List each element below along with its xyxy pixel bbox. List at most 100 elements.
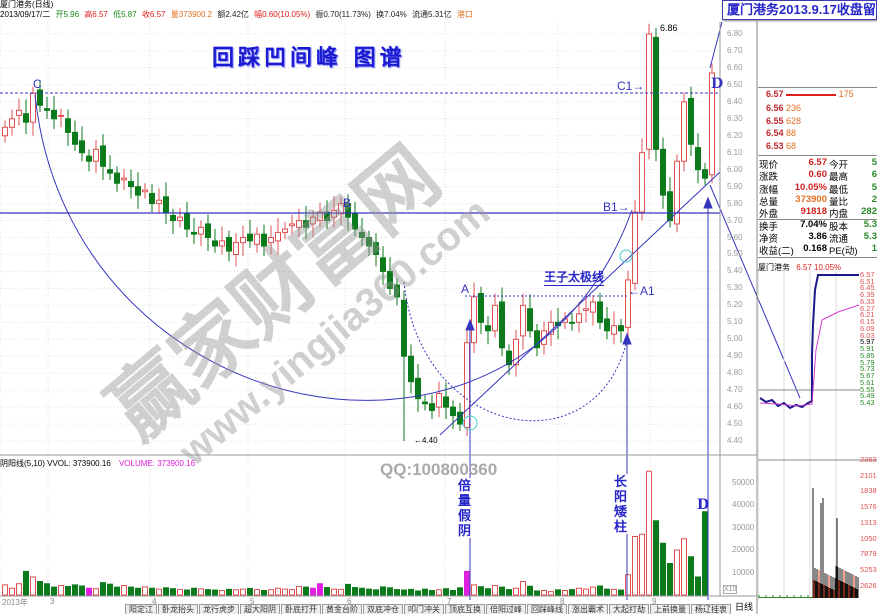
candle-body [324, 211, 330, 222]
volume-bar [142, 586, 148, 596]
candle-body [191, 231, 197, 235]
indicator-tab[interactable]: 卧底打开 [281, 604, 321, 614]
stat-value: 5 [871, 181, 877, 193]
price-axis-tick: 6.00 [727, 164, 743, 174]
volume-bar [233, 589, 239, 596]
high-mark: 6.86 [660, 23, 678, 33]
indicator-tab[interactable]: 阳定江 [125, 604, 157, 614]
intraday-axis-tick: 6.21 [860, 310, 875, 320]
candle-body [170, 214, 176, 222]
volume-bar [177, 588, 183, 596]
volume-bar [576, 587, 582, 596]
candle-body [506, 350, 512, 366]
candle-body [72, 131, 78, 145]
cross-circle [462, 415, 478, 431]
candle-body [576, 313, 582, 323]
stat-row: 净资 3.86 流通 5.3 [759, 231, 877, 245]
candle-body [632, 211, 638, 284]
indicator-tab[interactable]: 回踩峰线 [527, 604, 567, 614]
candle-body [128, 181, 134, 188]
price-axis-tick: 6.60 [727, 62, 743, 72]
intraday-axis-tick: 5.91 [860, 344, 875, 354]
volume-bar [499, 586, 505, 596]
price-axis-tick: 5.10 [727, 317, 743, 327]
indicator-tab[interactable]: 龙行虎步 [199, 604, 239, 614]
stat-value: 91818 [800, 206, 827, 218]
label-a: A [461, 282, 470, 296]
indicator-tab[interactable]: 黄金台阶 [322, 604, 362, 614]
intraday-axis-tick: 5.73 [860, 364, 875, 374]
indicator-tab[interactable]: 叩门冲关 [404, 604, 444, 614]
indicator-tab[interactable]: 大起打劫 [609, 604, 649, 614]
intraday-chart[interactable] [758, 270, 877, 600]
x-axis-label: 7 [447, 597, 452, 606]
volume-bar [240, 588, 246, 596]
indicator-tab[interactable]: 卧龙抬头 [158, 604, 198, 614]
volume-bar [471, 584, 477, 596]
candle-body [695, 147, 701, 171]
volume-bar [205, 589, 211, 596]
indicator-tab[interactable]: 涨出霸术 [568, 604, 608, 614]
candle-body [408, 355, 414, 383]
candle-body [51, 109, 57, 120]
volume-bar [478, 586, 484, 596]
intraday-vol-tick: 2363 [860, 455, 877, 464]
indicator-tab[interactable]: 双底冲仓 [363, 604, 403, 614]
volume-bar [219, 590, 225, 596]
candle-body [65, 118, 71, 133]
candle-body [100, 145, 106, 167]
volume-bar [16, 583, 22, 596]
candle-body [639, 152, 645, 213]
volume-bar [107, 583, 113, 596]
candle-body [303, 220, 309, 228]
candle-body [660, 148, 666, 196]
intraday-axis-tick: 6.03 [860, 330, 875, 340]
volume-bar [44, 583, 50, 596]
volume-bar [268, 589, 274, 596]
price-axis-tick: 6.40 [727, 96, 743, 106]
intraday-axis-tick: 5.43 [860, 398, 875, 408]
volume-bar [9, 587, 15, 596]
volume-bar [688, 556, 694, 596]
indicator-tab-bar: 阳定江 卧龙抬头 龙行虎步 超大阳阴 卧底打开 黄金台阶 双底冲仓 叩门冲关 顶底互换 倍阳过峰回… [125, 604, 732, 614]
stat-label: 今开 [829, 160, 849, 171]
volume-bar [170, 588, 176, 596]
volume-bar [135, 587, 141, 596]
candle-body [436, 393, 442, 408]
candle-body [275, 231, 281, 242]
volume-bar [156, 588, 162, 596]
intraday-axis-tick: 6.45 [860, 283, 875, 293]
volume-bar [121, 585, 127, 596]
volume-bar [667, 563, 673, 596]
intraday-vol-tick: 1838 [860, 486, 877, 496]
indicator-tab[interactable]: 倍阳过峰 [486, 604, 526, 614]
candle-body [583, 308, 589, 311]
candle-body [597, 301, 603, 323]
stat-label: 流通 [829, 233, 849, 245]
candle-body [121, 177, 127, 181]
price-axis-tick: 6.10 [727, 147, 743, 157]
x-axis-label: 6 [347, 597, 352, 606]
price-axis-tick: 6.30 [727, 113, 743, 123]
volume-bar [681, 538, 687, 596]
indicator-tab[interactable]: 上前换量 [650, 604, 690, 614]
indicator-tab[interactable]: 超大阳阴 [240, 604, 280, 614]
candle-body [513, 338, 519, 366]
period-label[interactable]: 日线 [735, 602, 754, 612]
indicator-tab[interactable]: 顶底互换 [445, 604, 485, 614]
stat-value: 1 [871, 243, 877, 255]
candle-body [163, 196, 169, 213]
indicator-tab[interactable]: 杨辽挂衷 [691, 604, 731, 614]
volume-bar [618, 589, 624, 596]
price-axis-tick: 5.80 [727, 198, 743, 208]
bid-price: 6.54 [766, 128, 784, 138]
candle-body [681, 101, 687, 162]
volume-bar [359, 587, 365, 596]
volume-bar [464, 570, 470, 596]
stat-row: 现价 6.57 今开 5 [759, 157, 877, 171]
intraday-vol-tick: 2626 [860, 580, 877, 590]
volume-bar [541, 590, 547, 596]
candle-body [625, 279, 631, 328]
candle-body [401, 299, 407, 357]
